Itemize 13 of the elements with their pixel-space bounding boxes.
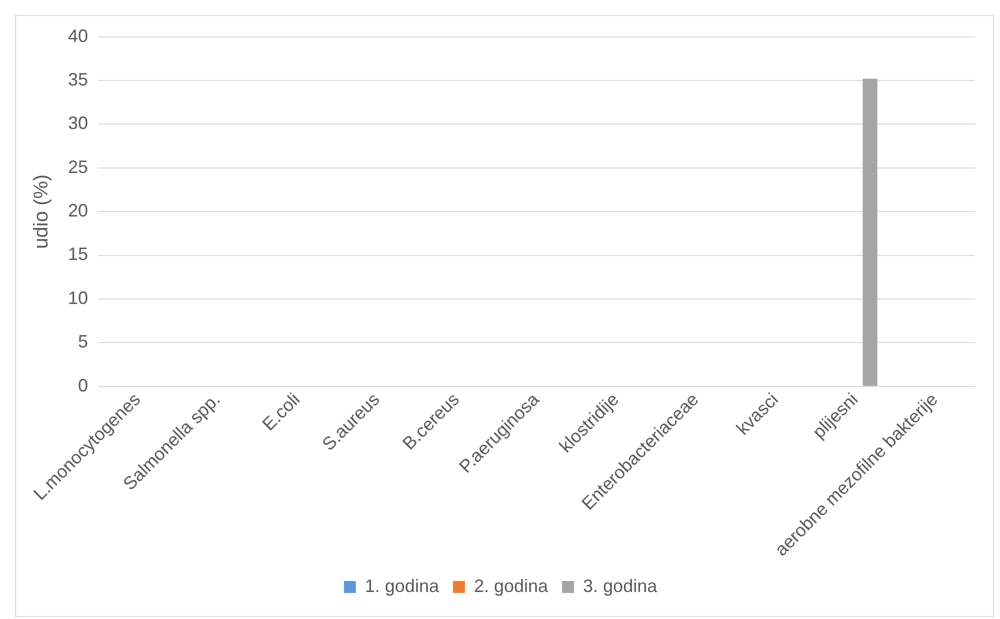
y-axis-title: udio (%)	[30, 174, 53, 249]
legend-label: 2. godina	[474, 576, 550, 596]
y-tick-label: 35	[68, 69, 88, 90]
legend-label: 1. godina	[364, 576, 440, 596]
y-tick-label: 10	[68, 288, 88, 308]
y-tick-label: 5	[78, 332, 88, 352]
y-tick-label: 40	[68, 26, 88, 46]
y-tick-label: 15	[68, 244, 88, 264]
y-tick-label: 25	[68, 156, 88, 177]
legend-label: 3. godina	[583, 576, 658, 596]
y-tick-label: 20	[68, 200, 88, 221]
y-tick-label: 30	[68, 113, 88, 134]
y-tick-label: 0	[78, 375, 88, 396]
